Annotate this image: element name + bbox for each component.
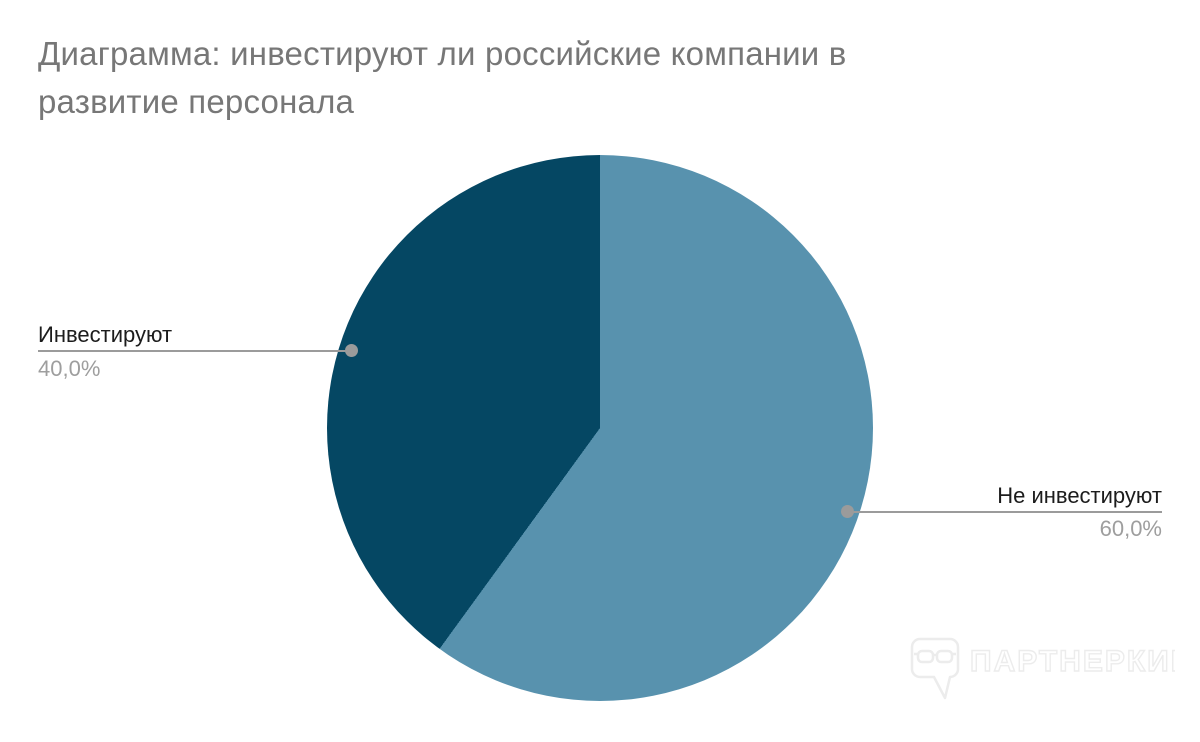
pie-chart (327, 155, 873, 701)
leader-dot-invest (345, 344, 358, 357)
speech-bubble-glasses-icon (910, 637, 960, 700)
watermark: ПАРТНЕРКИН (910, 637, 1175, 700)
slice-value-no-invest: 60,0% (1099, 516, 1162, 541)
chart-title-line-2: развитие персонала (38, 83, 355, 120)
leader-line-invest (38, 350, 352, 352)
chart-title: Диаграмма: инвестируют ли российские ком… (38, 30, 1118, 126)
slice-label-no-invest: Не инвестируют (997, 483, 1162, 508)
watermark-text: ПАРТНЕРКИН (970, 645, 1175, 678)
chart-title-line-1: Диаграмма: инвестируют ли российские ком… (38, 35, 847, 72)
slice-label-invest: Инвестируют (38, 322, 173, 347)
leader-dot-no-invest (841, 505, 854, 518)
slice-value-invest: 40,0% (38, 356, 101, 381)
leader-line-no-invest (848, 511, 1162, 513)
